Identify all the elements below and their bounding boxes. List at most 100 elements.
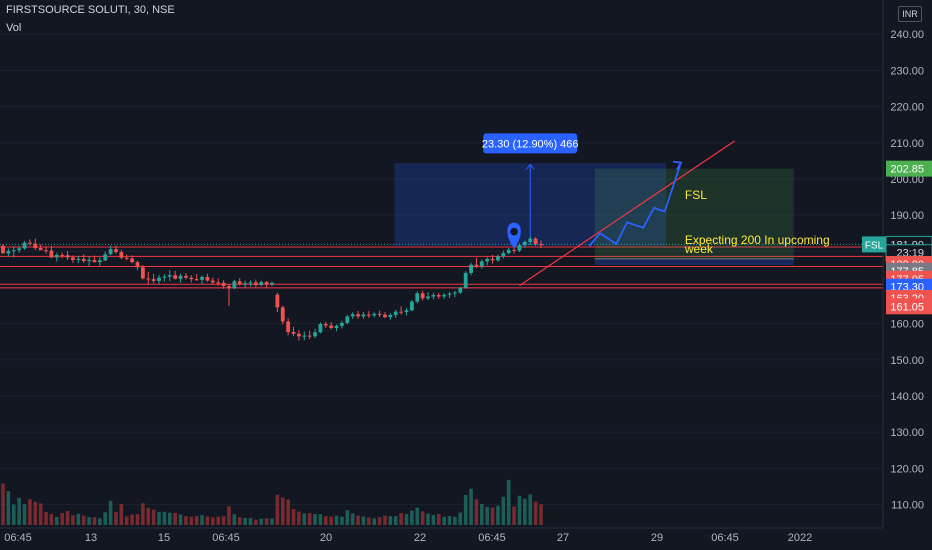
candle-body (426, 296, 430, 299)
volume-bar (436, 513, 441, 525)
candle-body (313, 332, 317, 337)
candle (393, 309, 398, 318)
drawings (394, 140, 794, 287)
volume-bar (442, 516, 446, 525)
volume-bar (490, 507, 495, 525)
candle (522, 240, 527, 248)
candle (167, 270, 172, 281)
volume-bar (372, 518, 377, 525)
volume-bar (135, 514, 140, 525)
projected-path (588, 162, 682, 247)
volume-bar (162, 511, 167, 525)
candle (17, 246, 22, 253)
candle-body (474, 264, 479, 267)
volume-bar (76, 513, 81, 525)
candle-body (517, 245, 522, 251)
candle (528, 236, 533, 245)
volume-bar (221, 516, 226, 525)
volume-bar (205, 516, 210, 525)
candle (447, 291, 452, 298)
time-tick-label: 06:45 (711, 532, 739, 544)
volume-bar (474, 499, 479, 525)
candle-body (345, 316, 350, 323)
volume-bar (399, 513, 403, 525)
candle (189, 275, 194, 283)
volume-bar (329, 516, 333, 525)
candle-body (54, 254, 59, 258)
symbol-tag-box (862, 236, 886, 253)
candle-body (200, 276, 204, 280)
candle-body (383, 314, 387, 318)
candle (517, 243, 522, 253)
candle (474, 257, 479, 269)
candle (533, 237, 538, 246)
volume-bar (345, 510, 350, 525)
volume-bar (485, 506, 489, 525)
volume-bar (286, 499, 290, 525)
candle-body (329, 325, 334, 328)
candle-body (162, 276, 167, 278)
candle-body (103, 254, 108, 261)
volume-bar (393, 516, 398, 525)
candle (33, 238, 38, 250)
candle-body (232, 281, 237, 289)
candle (485, 257, 490, 266)
candle-body (157, 277, 161, 281)
candle (383, 312, 387, 319)
candle (135, 260, 140, 271)
candle-body (210, 280, 215, 283)
candle-body (237, 281, 242, 284)
volume-bar (92, 517, 97, 525)
candle (270, 281, 274, 287)
volume-bar (28, 499, 32, 525)
candle-body (415, 293, 420, 302)
candle (232, 279, 237, 290)
candle (340, 320, 344, 329)
candle-body (420, 293, 425, 299)
volume-bar (270, 518, 274, 525)
currency-badge[interactable]: INR (898, 6, 922, 22)
candle (38, 244, 43, 251)
volume-bar (313, 513, 317, 525)
candle-body (97, 260, 102, 263)
volume-bar (501, 496, 506, 525)
volume-bar (22, 504, 27, 525)
candle-body (114, 249, 118, 253)
volume-bar (415, 507, 420, 525)
candle (436, 292, 441, 299)
candle-body (458, 287, 463, 293)
volume-bar (318, 514, 323, 525)
volume-bar (463, 494, 468, 525)
candle-body (409, 301, 414, 311)
candle (431, 292, 436, 300)
candle-body (350, 314, 355, 317)
candle (71, 255, 75, 263)
candle (318, 322, 323, 334)
time-tick-label: 13 (85, 532, 97, 544)
candle (194, 274, 199, 281)
candle-body (366, 314, 371, 316)
measure-label: 23.30 (12.90%) 466 (482, 138, 579, 150)
candle (173, 270, 178, 280)
volume-bar (6, 491, 11, 525)
candle-body (71, 257, 75, 260)
price-tick-label: 220.00 (890, 102, 924, 114)
candle-body (17, 248, 22, 251)
candle-body (60, 254, 65, 256)
candle-body (124, 257, 129, 259)
candle (1, 244, 5, 254)
candle (453, 291, 457, 298)
location-marker-dot (510, 227, 518, 236)
candle-body (453, 292, 457, 294)
candle (409, 300, 414, 312)
candle (366, 310, 371, 318)
volume-bar (539, 504, 543, 525)
volume-bar (60, 513, 64, 525)
candle-body (259, 282, 264, 285)
candle (539, 240, 543, 249)
time-tick-label: 27 (557, 532, 569, 544)
time-axis: 06:45 13 15 06:45 20 22 06:45 27 29 06:45 2022 (0, 527, 883, 544)
volume-indicator-label[interactable]: Vol (6, 22, 22, 34)
candle-body (528, 238, 533, 242)
